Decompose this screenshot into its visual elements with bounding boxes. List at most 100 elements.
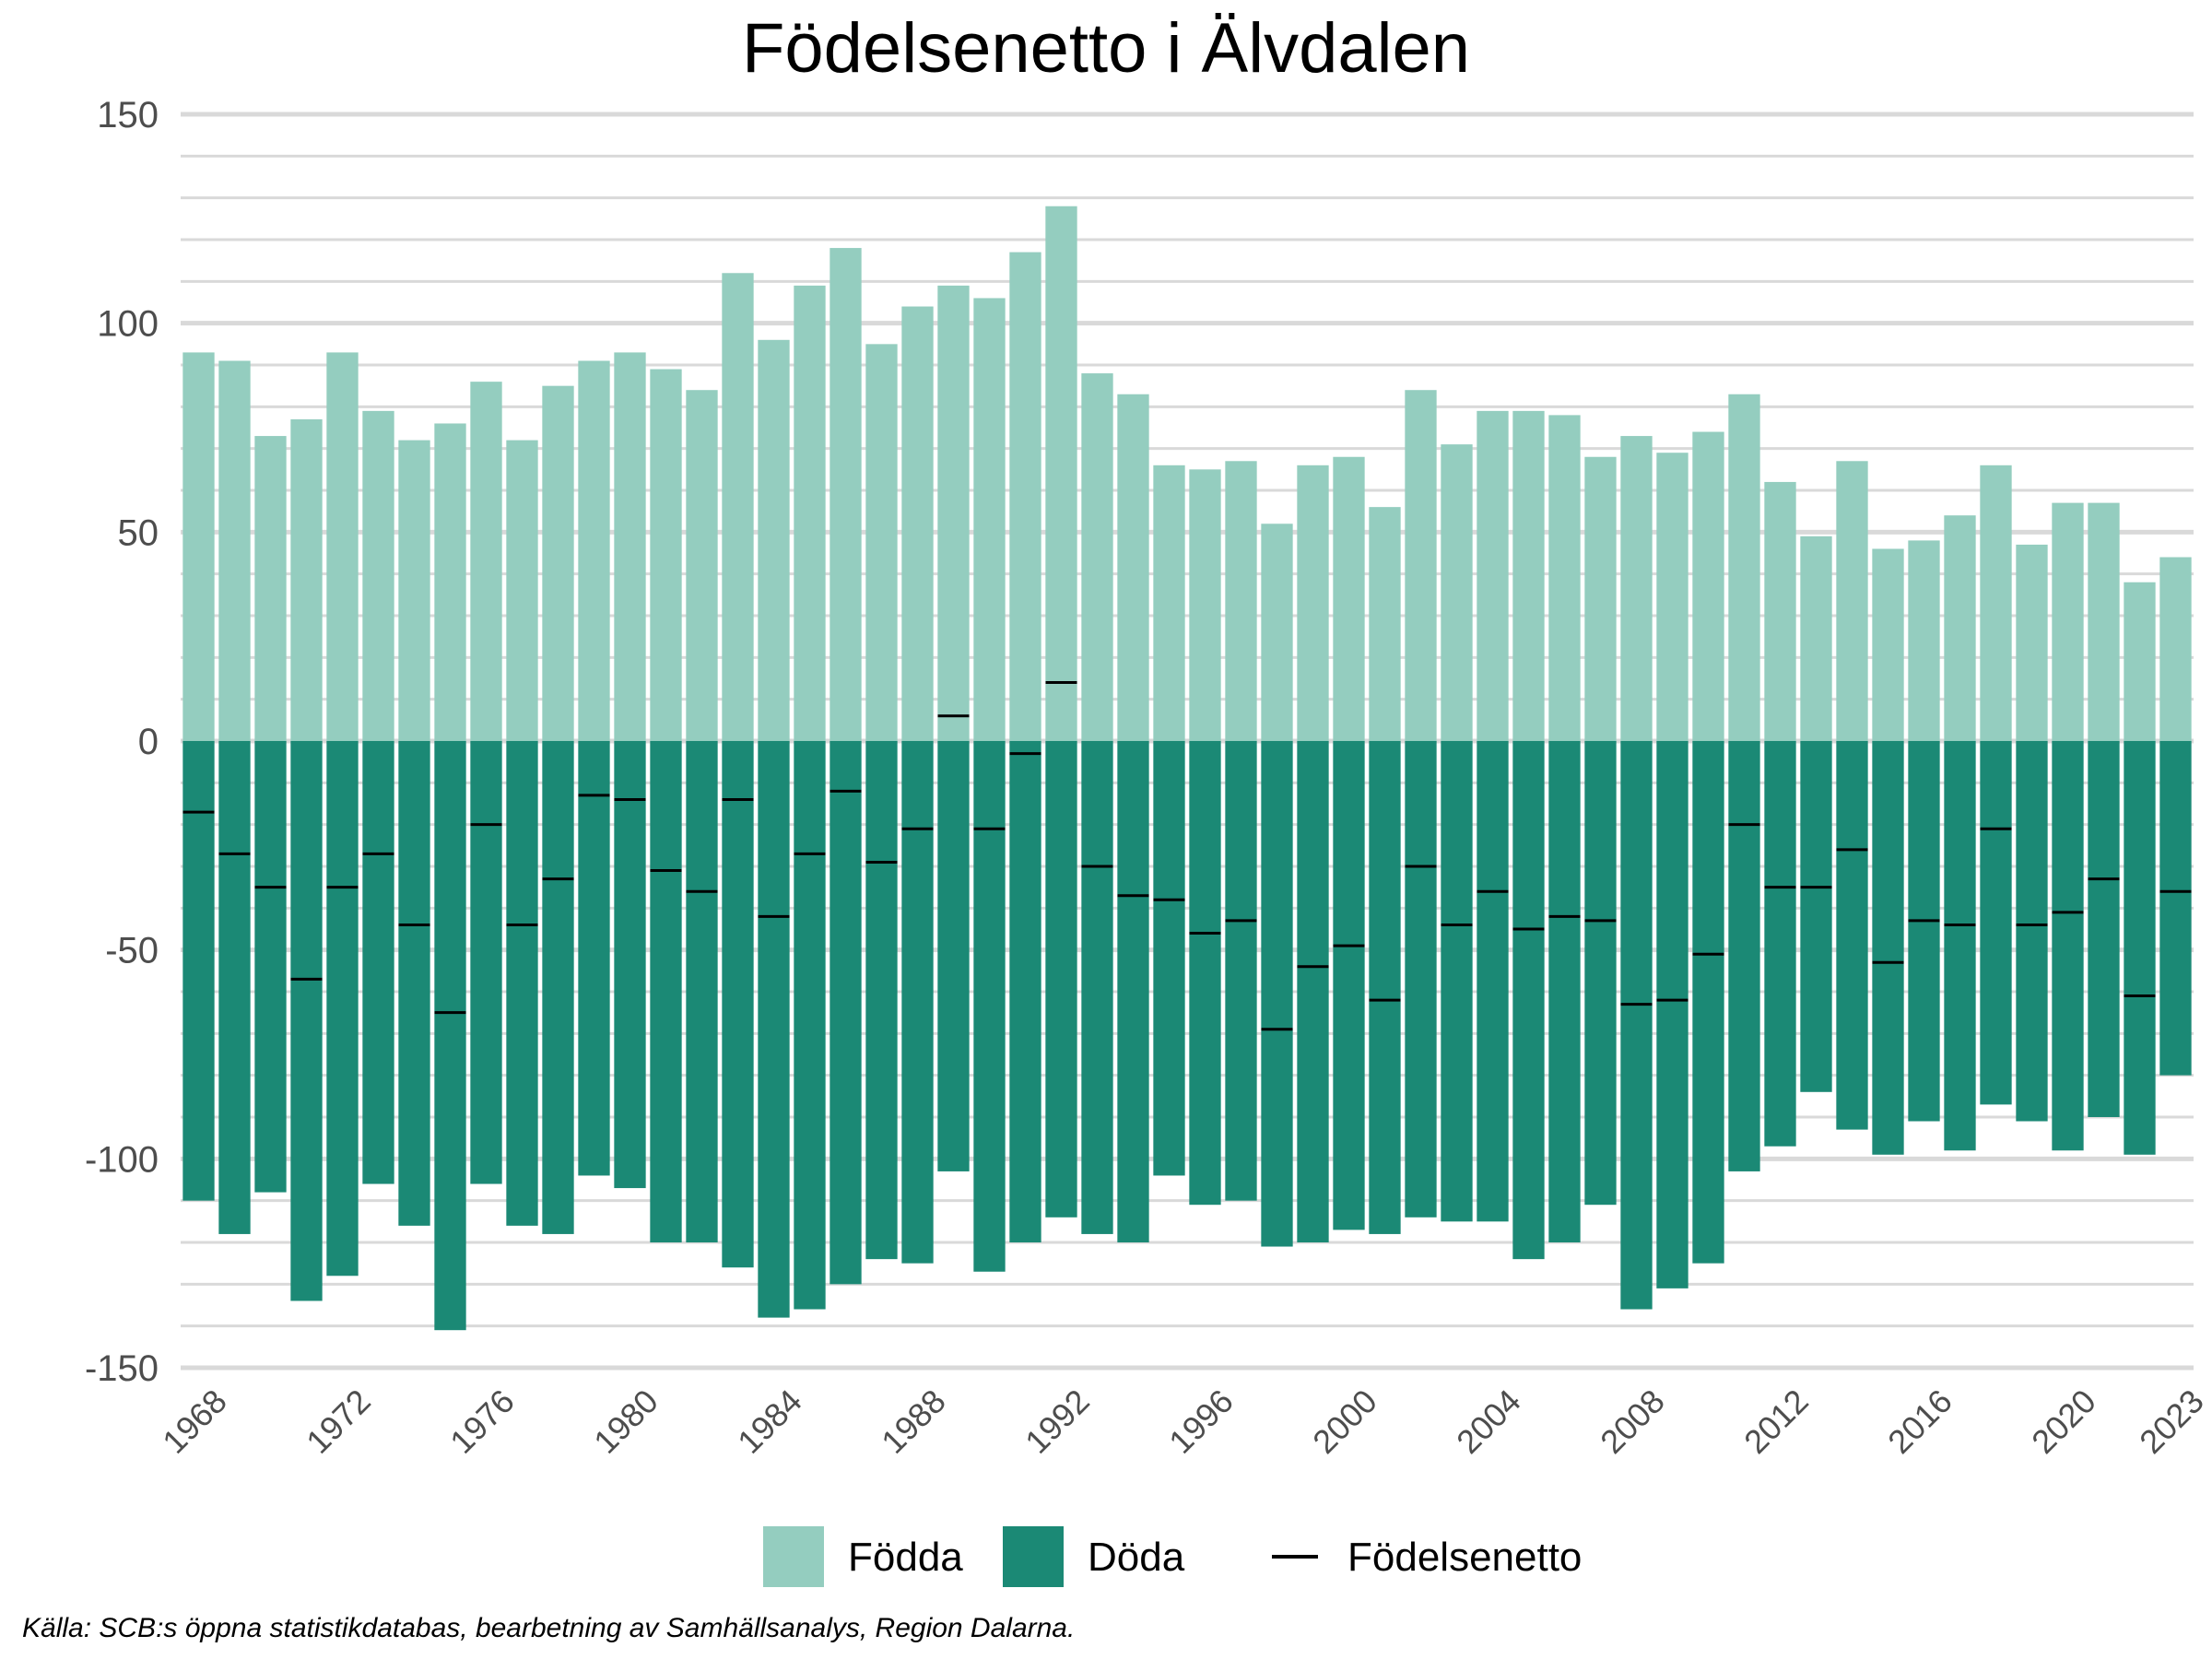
bar-fodda bbox=[1944, 515, 1976, 741]
bar-doda bbox=[1728, 741, 1760, 1171]
legend-swatch-doda bbox=[1003, 1526, 1064, 1587]
source-note: Källa: SCB:s öppna statistikdatabas, bea… bbox=[22, 1613, 1075, 1643]
y-axis: 150 100 50 0 -50 -100 -150 bbox=[85, 95, 159, 1389]
bar-doda bbox=[1045, 741, 1077, 1218]
bar-doda bbox=[1584, 741, 1617, 1206]
bar-doda bbox=[2052, 741, 2084, 1151]
bar-doda bbox=[1189, 741, 1221, 1206]
bar-doda bbox=[1333, 741, 1365, 1230]
bar-fodda bbox=[901, 306, 934, 741]
bar-doda bbox=[2016, 741, 2048, 1122]
bar-doda bbox=[1153, 741, 1185, 1176]
bar-fodda bbox=[542, 385, 574, 741]
bar-doda bbox=[398, 741, 430, 1226]
x-tick-label: 1972 bbox=[299, 1382, 378, 1461]
bar-fodda bbox=[1369, 507, 1401, 741]
bar-doda bbox=[1944, 741, 1976, 1151]
bar-doda bbox=[937, 741, 970, 1171]
x-tick-label: 2016 bbox=[1880, 1382, 1959, 1461]
bar-fodda bbox=[2088, 502, 2120, 741]
bar-doda bbox=[506, 741, 538, 1226]
y-tick-label: -100 bbox=[85, 1139, 159, 1180]
legend: Födda Döda Födelsenetto bbox=[763, 1526, 1582, 1587]
bar-fodda bbox=[1512, 410, 1545, 741]
bar-doda bbox=[973, 741, 1006, 1272]
bar-fodda bbox=[1045, 206, 1077, 741]
bar-fodda bbox=[1189, 469, 1221, 741]
bar-fodda bbox=[1225, 461, 1257, 741]
y-tick-label: 100 bbox=[97, 304, 159, 345]
bar-fodda bbox=[506, 440, 538, 741]
legend-label-fodda: Födda bbox=[848, 1535, 963, 1580]
bar-fodda bbox=[1117, 394, 1149, 741]
y-tick-label: 50 bbox=[118, 512, 159, 553]
x-tick-label: 2012 bbox=[1736, 1382, 1816, 1461]
bar-fodda bbox=[794, 285, 826, 741]
y-tick-label: -50 bbox=[105, 931, 159, 971]
bar-doda bbox=[326, 741, 359, 1277]
bar-doda bbox=[290, 741, 323, 1301]
bar-doda bbox=[1405, 741, 1437, 1218]
bar-doda bbox=[758, 741, 790, 1318]
bar-fodda bbox=[650, 369, 682, 741]
bar-doda bbox=[830, 741, 862, 1285]
bar-fodda bbox=[1333, 456, 1365, 741]
bar-doda bbox=[1081, 741, 1113, 1234]
bar-doda bbox=[1980, 741, 2012, 1105]
bar-fodda bbox=[1153, 465, 1185, 741]
bar-fodda bbox=[326, 352, 359, 741]
bar-fodda bbox=[686, 390, 718, 741]
bar-fodda bbox=[1081, 373, 1113, 741]
bar-fodda bbox=[1584, 456, 1617, 741]
bar-doda bbox=[1117, 741, 1149, 1242]
bar-doda bbox=[1261, 741, 1293, 1247]
y-tick-label: 150 bbox=[97, 95, 159, 135]
bar-doda bbox=[1620, 741, 1653, 1310]
bar-fodda bbox=[470, 382, 502, 741]
bar-doda bbox=[865, 741, 898, 1260]
legend-label-doda: Döda bbox=[1088, 1535, 1185, 1580]
bar-doda bbox=[1656, 741, 1688, 1288]
x-tick-label: 2004 bbox=[1449, 1382, 1528, 1461]
bar-doda bbox=[686, 741, 718, 1242]
bar-doda bbox=[470, 741, 502, 1184]
x-tick-label: 1992 bbox=[1018, 1382, 1097, 1461]
bar-fodda bbox=[1405, 390, 1437, 741]
bar-fodda bbox=[1728, 394, 1760, 741]
bar-doda bbox=[434, 741, 466, 1331]
bar-fodda bbox=[1620, 436, 1653, 741]
bar-fodda bbox=[290, 418, 323, 741]
bar-doda bbox=[1225, 741, 1257, 1201]
bar-doda bbox=[542, 741, 574, 1234]
bar-fodda bbox=[1261, 524, 1293, 741]
legend-swatch-fodda bbox=[763, 1526, 824, 1587]
bar-fodda bbox=[1836, 461, 1868, 741]
bar-doda bbox=[1512, 741, 1545, 1260]
bars bbox=[182, 206, 2192, 1331]
bar-fodda bbox=[2159, 557, 2192, 741]
bar-doda bbox=[1548, 741, 1581, 1242]
x-tick-label: 1984 bbox=[730, 1382, 809, 1461]
bar-doda bbox=[794, 741, 826, 1310]
x-tick-label: 1976 bbox=[442, 1382, 522, 1461]
bar-fodda bbox=[722, 273, 754, 741]
x-tick-label: 1988 bbox=[874, 1382, 953, 1461]
bar-doda bbox=[722, 741, 754, 1268]
bar-fodda bbox=[1548, 415, 1581, 741]
bar-fodda bbox=[758, 339, 790, 741]
bar-fodda bbox=[614, 352, 646, 741]
bar-doda bbox=[614, 741, 646, 1189]
x-tick-label: 2023 bbox=[2132, 1382, 2211, 1461]
bar-fodda bbox=[1800, 535, 1832, 741]
bar-doda bbox=[1764, 741, 1796, 1147]
net-markers bbox=[182, 681, 2192, 1031]
bar-doda bbox=[1800, 741, 1832, 1092]
bar-fodda bbox=[218, 360, 251, 741]
legend-label-fodelsenetto: Födelsenetto bbox=[1347, 1535, 1582, 1580]
bar-doda bbox=[362, 741, 394, 1184]
bar-fodda bbox=[182, 352, 215, 741]
bar-fodda bbox=[1872, 548, 1904, 741]
bar-fodda bbox=[254, 436, 287, 741]
bar-fodda bbox=[1009, 252, 1041, 742]
